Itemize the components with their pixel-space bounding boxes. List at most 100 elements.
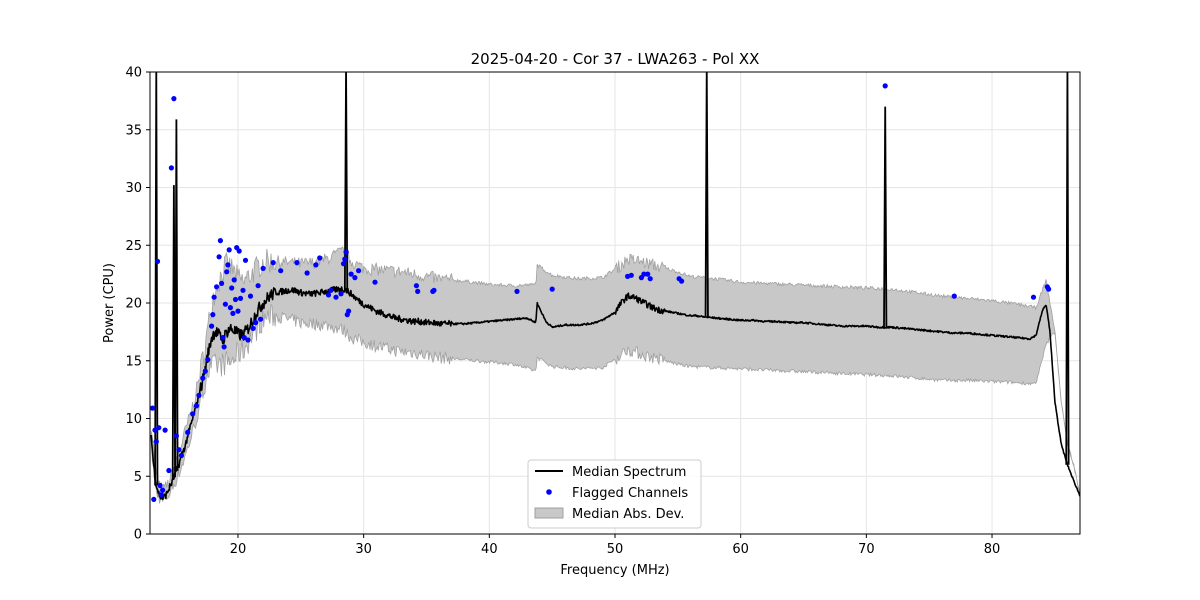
plot-area	[150, 72, 1080, 504]
flagged-channel-point	[202, 368, 208, 374]
flagged-channel-point	[178, 452, 184, 459]
flagged-channel-point	[278, 268, 284, 274]
chart-title: 2025-04-20 - Cor 37 - LWA263 - Pol XX	[471, 50, 760, 68]
flagged-channel-point	[196, 392, 202, 398]
flagged-channel-point	[209, 323, 215, 329]
flagged-channel-point	[227, 305, 233, 311]
flagged-channel-point	[210, 312, 216, 318]
flagged-channel-point	[250, 325, 256, 331]
flagged-channel-point	[200, 375, 206, 381]
flagged-channel-point	[247, 293, 254, 299]
flagged-channel-point	[152, 427, 158, 433]
flagged-channel-point	[240, 287, 246, 293]
flagged-channel-point	[647, 276, 653, 282]
x-tick-label: 80	[984, 542, 1001, 557]
x-tick-label: 50	[607, 542, 624, 557]
legend-mad-swatch	[534, 507, 564, 519]
x-tick-label: 20	[230, 542, 247, 557]
y-tick-label: 5	[134, 470, 142, 485]
flagged-channel-point	[294, 260, 300, 266]
legend-flagged-label: Flagged Channels	[572, 486, 688, 501]
y-tick-label: 20	[125, 297, 142, 312]
flagged-channel-point	[166, 467, 172, 474]
flagged-channel-point	[216, 254, 222, 260]
y-tick-label: 0	[134, 528, 142, 543]
flagged-channel-point	[342, 256, 348, 262]
flagged-channel-point	[340, 261, 347, 267]
x-axis-label: Frequency (MHz)	[560, 563, 669, 578]
flagged-channel-point	[255, 283, 261, 289]
flagged-channel-point	[348, 271, 354, 277]
flagged-channel-point	[226, 247, 232, 253]
flagged-channel-point	[231, 277, 237, 283]
flagged-channel-point	[304, 270, 310, 276]
flagged-channel-point	[151, 496, 157, 502]
flagged-channel-point	[258, 316, 264, 322]
flagged-channel-point	[356, 268, 362, 274]
y-tick-label: 35	[125, 123, 142, 138]
x-axis-ticks: 20 30 40 50 60 70 80	[230, 534, 1001, 557]
flagged-channel-point	[219, 280, 225, 286]
flagged-channel-point	[645, 271, 651, 277]
flagged-channel-point	[325, 292, 332, 298]
flagged-channel-point	[242, 257, 249, 263]
flagged-channel-point	[173, 433, 179, 439]
flagged-channel-point	[352, 275, 358, 281]
y-tick-label: 30	[125, 181, 142, 196]
flagged-channel-point	[162, 427, 168, 433]
flagged-channel-point	[232, 296, 239, 303]
flagged-channel-point	[549, 286, 555, 292]
flagged-channel-point	[185, 429, 191, 435]
rfi-spike	[704, 72, 709, 318]
flagged-channel-point	[230, 310, 236, 316]
flagged-channel-point	[150, 405, 156, 411]
y-tick-label: 10	[125, 412, 142, 427]
flagged-channel-point	[338, 291, 344, 297]
x-tick-label: 30	[355, 542, 372, 557]
flagged-channel-point	[211, 294, 217, 300]
flagged-channel-point	[641, 271, 647, 277]
flagged-channel-point	[171, 96, 177, 102]
flagged-channel-point	[157, 482, 163, 489]
legend-flagged-swatch	[546, 489, 552, 495]
flagged-channel-point	[235, 308, 241, 314]
flagged-channels	[150, 83, 1052, 502]
flagged-channel-point	[413, 283, 419, 289]
flagged-channel-point	[153, 439, 159, 445]
flagged-channel-point	[317, 255, 323, 261]
flagged-channel-point	[168, 165, 174, 171]
flagged-channel-point	[253, 320, 259, 326]
mad-band	[150, 244, 1080, 504]
flagged-channel-point	[260, 265, 266, 271]
flagged-channel-point	[229, 285, 235, 291]
flagged-channel-point	[241, 335, 247, 341]
flagged-channel-point	[158, 492, 164, 498]
flagged-channel-point	[679, 278, 685, 284]
flagged-channel-point	[328, 287, 334, 293]
flagged-channel-point	[236, 248, 242, 254]
legend-mad-label: Median Abs. Dev.	[572, 507, 684, 522]
flagged-channel-point	[222, 301, 228, 307]
flagged-channel-point	[882, 83, 888, 89]
y-tick-label: 25	[125, 239, 142, 254]
flagged-channel-point	[154, 258, 161, 264]
median-spectrum-line	[150, 286, 1080, 501]
flagged-channel-point	[270, 260, 276, 266]
y-tick-label: 15	[125, 354, 142, 369]
y-axis-ticks: 0 5 10 15 20 25 30 35 40	[125, 66, 150, 543]
rfi-spike	[343, 72, 349, 291]
flagged-channel-point	[225, 262, 231, 268]
flagged-channel-point	[415, 288, 421, 294]
flagged-channel-point	[514, 288, 520, 294]
flagged-channel-point	[431, 287, 437, 293]
flagged-channel-point	[628, 272, 634, 278]
flagged-channel-point	[333, 294, 339, 300]
flagged-channel-point	[217, 238, 223, 244]
flagged-channel-point	[224, 269, 230, 275]
flagged-channel-point	[221, 344, 227, 350]
rfi-spike	[883, 106, 888, 328]
rfi-spike	[174, 119, 179, 471]
flagged-channel-point	[214, 284, 220, 290]
rfi-spike	[154, 72, 159, 486]
